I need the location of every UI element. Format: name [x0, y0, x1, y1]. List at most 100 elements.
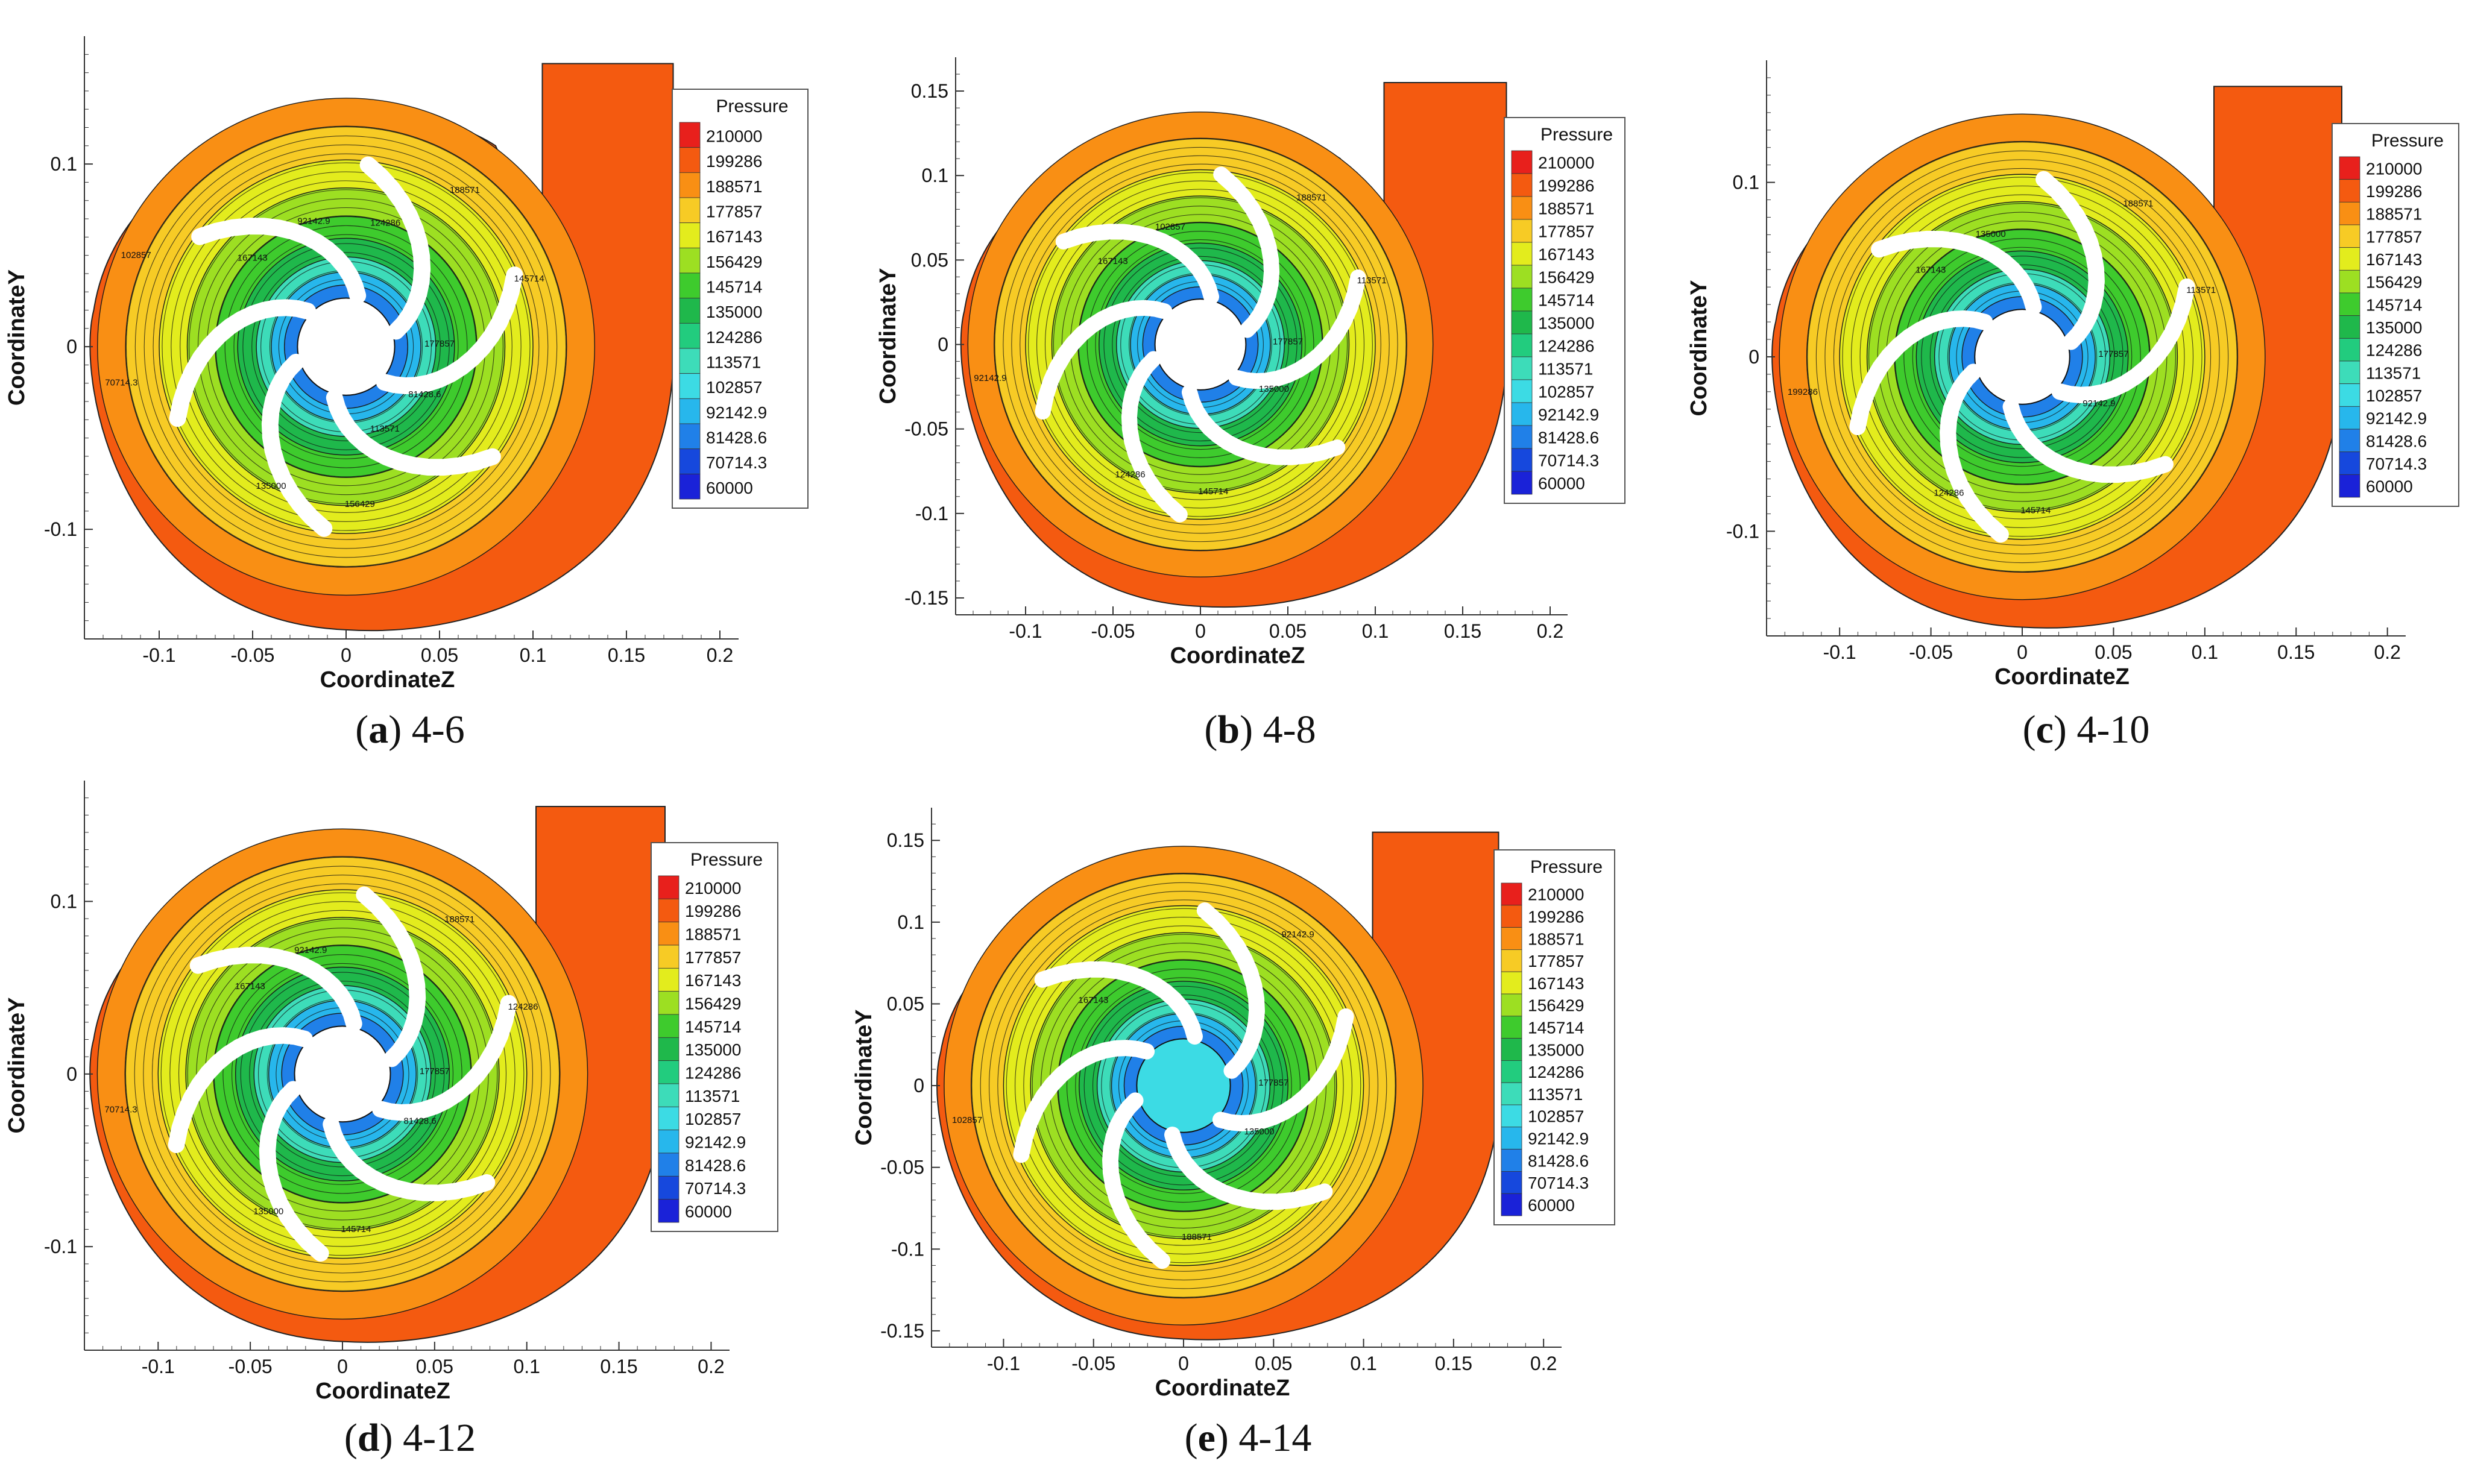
contour-line — [1850, 185, 2194, 528]
contour-line — [1036, 180, 1364, 509]
legend-level: 113571 — [1538, 360, 1593, 379]
legend-swatch — [1511, 333, 1533, 357]
x-tick-label: 0.1 — [1362, 620, 1389, 642]
legend-level: 199286 — [1538, 177, 1594, 195]
legend-level: 124286 — [685, 1064, 741, 1083]
impeller-blade — [1940, 363, 2009, 543]
legend-level: 92142.9 — [1528, 1130, 1589, 1148]
legend-level: 92142.9 — [2366, 409, 2427, 428]
y-tick-label: 0 — [913, 1075, 924, 1096]
contour-line — [125, 127, 567, 567]
contour-label: 167143 — [1078, 995, 1108, 1005]
legend-swatch — [2339, 179, 2360, 203]
contour-line — [153, 153, 540, 540]
legend-swatch — [1501, 949, 1522, 972]
legend-level: 135000 — [685, 1040, 741, 1059]
contour-label: 177857 — [2098, 349, 2128, 359]
contour-line — [1040, 943, 1327, 1229]
contour-line — [1842, 177, 2202, 537]
contour-label: 124286 — [1934, 488, 1964, 498]
legend-level: 81428.6 — [706, 429, 767, 447]
contour-label: 199286 — [1788, 387, 1818, 397]
legend-swatch — [679, 322, 701, 349]
x-tick-label: 0.05 — [416, 1356, 453, 1377]
impeller-blade — [1013, 1040, 1155, 1163]
panel-d: 177857 167143 145714 188571 70714.3 81428.6 92… — [4, 781, 778, 1404]
legend-swatch — [2339, 360, 2360, 385]
legend-title: Pressure — [2371, 131, 2444, 151]
contour-line — [232, 963, 453, 1185]
contour-line — [1032, 934, 1335, 1237]
legend-swatch — [679, 298, 701, 324]
impeller-blade — [2002, 398, 2174, 483]
y-tick-label: 0.1 — [51, 890, 77, 912]
legend-title: Pressure — [716, 96, 788, 116]
legend-swatch — [679, 448, 701, 474]
legend-swatch — [1511, 265, 1533, 289]
legend-swatch — [1511, 425, 1533, 449]
y-tick-label: -0.15 — [880, 1320, 924, 1342]
legend-swatch — [658, 1152, 679, 1177]
contour-line — [1066, 969, 1301, 1203]
legend-swatch — [679, 172, 701, 198]
y-tick-label: -0.1 — [915, 503, 948, 524]
x-tick-label: -0.1 — [987, 1353, 1020, 1374]
contour-label: 92142.9 — [294, 945, 327, 955]
impeller-blade — [1055, 224, 1220, 305]
legend-level: 102857 — [1538, 383, 1594, 401]
legend-swatch — [679, 373, 701, 399]
impeller-blade — [1034, 961, 1203, 1045]
legend-swatch — [658, 945, 679, 969]
impeller-blade — [356, 886, 426, 1067]
y-tick-label: -0.05 — [880, 1157, 924, 1178]
legend-swatch — [679, 423, 701, 450]
legend-level: 156429 — [685, 995, 741, 1013]
impeller-blade — [1228, 269, 1366, 389]
contour-label: 70714.3 — [104, 1104, 137, 1115]
legend-swatch — [2339, 247, 2360, 271]
legend-level: 102857 — [685, 1110, 741, 1128]
y-axis-label: CoordinateY — [851, 1010, 877, 1146]
contour-label: 92142.9 — [2083, 398, 2115, 409]
legend-swatch — [1511, 448, 1533, 472]
legend-swatch — [1511, 310, 1533, 335]
y-axis-label: CoordinateY — [875, 268, 901, 404]
legend-level: 199286 — [706, 152, 762, 171]
contour-label: 113571 — [370, 424, 400, 434]
x-axis-label: CoordinateZ — [1994, 664, 2130, 690]
impeller-blade — [1164, 1127, 1333, 1210]
impeller-blade — [1849, 310, 1993, 435]
legend-level: 199286 — [685, 902, 741, 920]
y-tick-label: 0.05 — [911, 249, 948, 271]
legend-level: 81428.6 — [1538, 429, 1599, 447]
contour-line — [151, 883, 534, 1265]
legend-swatch — [1501, 1016, 1522, 1039]
legend-swatch — [679, 122, 701, 148]
legend-title: Pressure — [1530, 857, 1603, 877]
impeller-blade — [1181, 384, 1346, 465]
legend-swatch — [658, 1037, 679, 1061]
contour-label: 113571 — [2186, 285, 2216, 295]
contour-line — [222, 954, 462, 1194]
impeller-eye — [294, 1025, 391, 1123]
contour-line — [1815, 150, 2229, 564]
legend-level: 145714 — [1528, 1019, 1584, 1037]
pressure-legend: Pressure 210000 199286 188571 177857 167143 15… — [2332, 123, 2459, 507]
impeller-blade — [1102, 1092, 1171, 1269]
legend-level: 177857 — [706, 203, 762, 221]
y-axis-label: CoordinateY — [4, 269, 30, 406]
contour-label: 177857 — [1258, 1078, 1288, 1088]
x-axis-label: CoordinateZ — [1155, 1376, 1290, 1401]
contour-label: 145714 — [2020, 505, 2051, 515]
contour-line — [169, 901, 516, 1247]
legend-level: 70714.3 — [1538, 451, 1599, 470]
legend-level: 124286 — [1528, 1063, 1584, 1081]
y-tick-label: -0.05 — [904, 418, 948, 440]
legend-swatch — [658, 1060, 679, 1084]
legend-swatch — [679, 147, 701, 173]
legend-swatch — [1501, 1104, 1522, 1128]
y-tick-label: 0 — [66, 1063, 77, 1085]
legend-swatch — [2339, 224, 2360, 248]
pressure-legend: Pressure 210000 199286 188571 177857 167143 15… — [1493, 849, 1615, 1225]
legend-title: Pressure — [1540, 125, 1613, 145]
